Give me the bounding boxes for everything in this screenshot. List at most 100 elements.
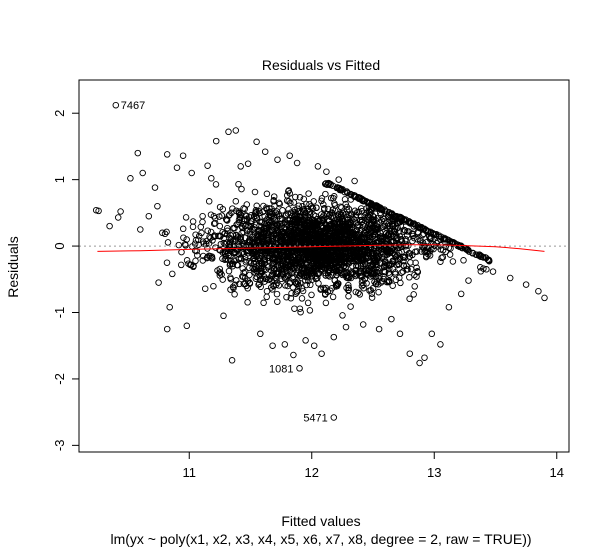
residual-point [256,250,264,257]
residual-point [399,268,407,275]
residual-point [199,212,206,220]
residual-point [361,261,369,268]
residual-point [215,232,222,240]
residual-point [296,305,304,312]
residual-point [336,232,343,240]
residual-point [437,341,444,348]
residual-point [204,227,211,234]
residual-point [287,199,294,207]
residual-point [345,292,352,300]
residual-point [355,289,362,297]
residual-point [394,234,401,242]
residual-point [192,231,199,238]
residual-point [289,284,297,291]
residual-point [243,257,250,264]
residual-point [205,198,213,205]
residual-point [252,264,259,271]
residual-point [307,281,314,289]
residual-point [273,211,280,218]
residual-point [230,224,237,232]
residual-point [359,245,367,253]
residual-point [267,212,274,220]
residual-point [282,261,289,268]
residual-point [292,234,300,241]
residual-point [285,206,292,213]
residual-point [290,216,298,223]
residual-point [267,219,274,227]
residual-point [261,148,269,155]
residual-point [345,284,352,292]
residual-point [343,189,351,196]
residual-point [406,350,414,357]
y-tick-label: 2 [52,110,67,117]
residual-point [231,291,238,298]
residual-point [313,204,320,211]
residual-point [233,277,240,284]
residual-point [244,299,251,306]
residual-point [311,248,319,256]
residual-point [372,239,380,247]
residual-point [351,234,358,242]
residual-point [417,236,424,244]
residual-point [296,259,303,267]
residual-point [350,247,358,254]
residual-point [208,175,215,182]
residual-point [331,202,339,209]
residual-point [237,254,245,262]
residual-point [344,260,351,267]
residual-point [209,237,216,244]
residual-point [225,267,233,275]
residual-point [305,214,313,222]
residual-point [342,200,349,208]
residual-point [363,209,370,217]
residual-point [287,261,294,269]
residual-point [251,257,258,265]
residual-point [302,337,309,344]
residual-point [339,238,346,246]
residual-point [289,253,297,261]
residual-point [114,214,122,221]
residual-point [265,236,273,243]
residual-point [220,239,228,247]
residual-point [377,233,384,240]
residual-point [369,201,377,209]
residual-point [228,357,236,364]
residual-point [179,225,187,233]
residual-point [231,281,239,288]
residual-point [240,228,247,236]
residual-point [270,193,278,200]
residual-point [339,312,346,319]
residual-point [330,333,338,341]
residual-point [166,303,173,311]
residual-point [357,262,365,270]
residual-point [422,227,430,235]
chart-title: Residuals vs Fitted [262,57,380,73]
residual-point [335,229,343,236]
residual-point [302,225,310,232]
residual-point [430,231,438,238]
residual-point [217,240,225,248]
residual-point [312,221,319,228]
residual-point [449,258,457,265]
residual-point [535,287,542,295]
residual-point [383,278,391,286]
residual-point [391,228,399,235]
residual-point [413,264,420,271]
residual-point [289,265,296,272]
residual-point [296,214,303,221]
residual-point [257,330,264,338]
residual-point [336,255,344,263]
residual-point [318,195,326,202]
residual-point [189,223,197,231]
residual-point [264,225,271,232]
residual-point [284,272,291,279]
residual-point [263,205,270,213]
residual-point [465,277,472,284]
x-axis-label: Fitted values [281,513,360,529]
residual-point [309,239,317,247]
residual-point [207,211,215,218]
residual-point [226,211,233,218]
residual-point [322,286,329,294]
residual-point [310,342,318,349]
residual-point [259,264,266,271]
